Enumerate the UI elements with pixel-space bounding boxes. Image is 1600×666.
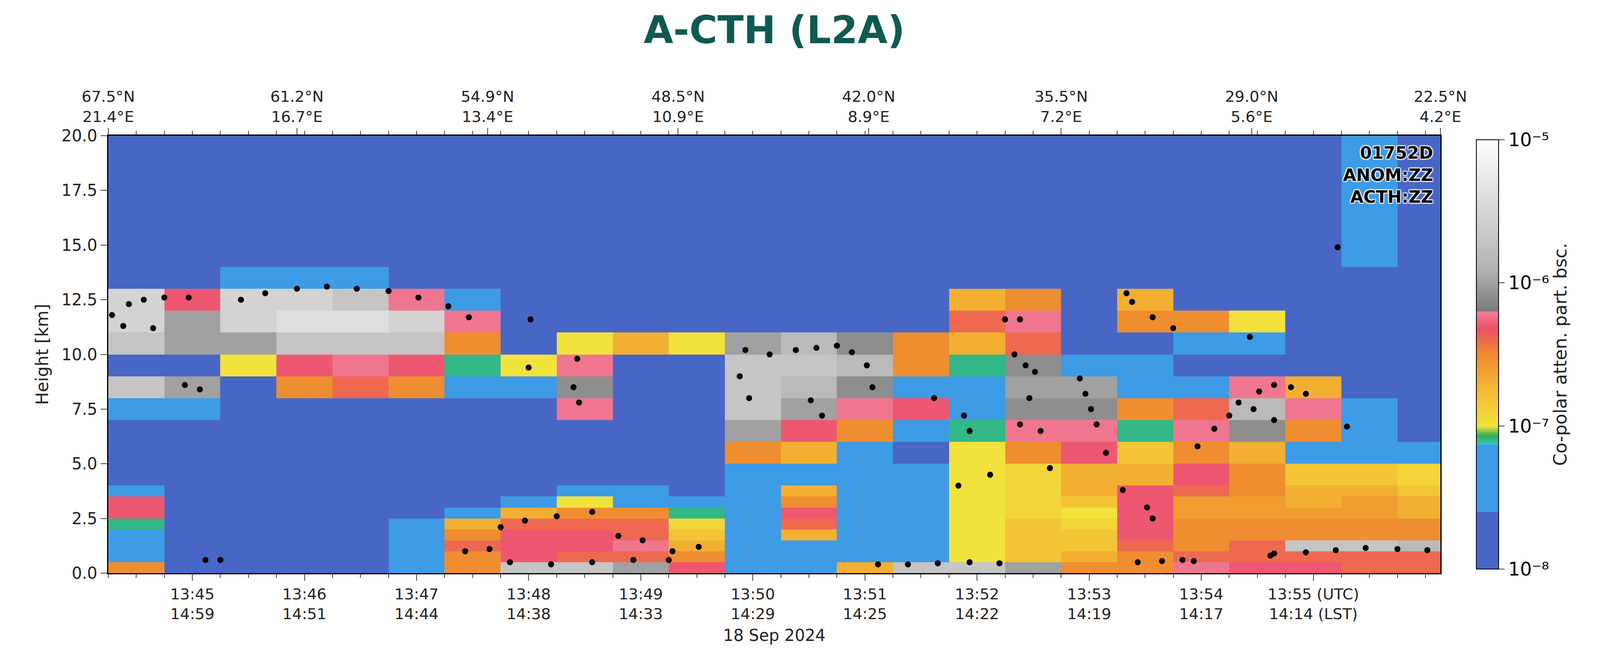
- svg-text:13:5314:19: 13:5314:19: [1067, 585, 1112, 624]
- svg-text:29.0°N5.6°E: 29.0°N5.6°E: [1225, 87, 1279, 126]
- svg-text:15.0: 15.0: [61, 235, 98, 255]
- svg-text:10⁻⁶: 10⁻⁶: [1508, 271, 1550, 294]
- svg-text:13:5114:25: 13:5114:25: [842, 585, 888, 624]
- svg-text:67.5°N21.4°E: 67.5°N21.4°E: [81, 87, 135, 126]
- svg-text:5.0: 5.0: [71, 454, 98, 474]
- svg-text:18 Sep 2024: 18 Sep 2024: [723, 626, 826, 645]
- svg-text:7.5: 7.5: [71, 400, 98, 419]
- svg-text:42.0°N8.9°E: 42.0°N8.9°E: [842, 87, 896, 126]
- svg-text:10⁻⁵: 10⁻⁵: [1508, 128, 1550, 151]
- svg-text:20.0: 20.0: [61, 126, 98, 146]
- svg-text:13:5414:17: 13:5414:17: [1178, 585, 1224, 624]
- svg-text:Co-polar atten. part. bsc.: Co-polar atten. part. bsc.: [1549, 242, 1571, 466]
- svg-text:0.0: 0.0: [71, 564, 98, 583]
- svg-text:10⁻⁸: 10⁻⁸: [1508, 558, 1550, 581]
- svg-text:54.9°N13.4°E: 54.9°N13.4°E: [461, 87, 515, 126]
- svg-text:35.5°N7.2°E: 35.5°N7.2°E: [1034, 87, 1088, 126]
- svg-text:10⁻⁷: 10⁻⁷: [1508, 415, 1550, 438]
- svg-text:10.0: 10.0: [61, 345, 98, 365]
- svg-text:12.5: 12.5: [61, 290, 98, 310]
- svg-text:48.5°N10.9°E: 48.5°N10.9°E: [651, 87, 705, 126]
- svg-text:13:55 (UTC)14:14 (LST): 13:55 (UTC)14:14 (LST): [1267, 585, 1360, 624]
- svg-text:2.5: 2.5: [71, 509, 98, 529]
- svg-text:13:4514:59: 13:4514:59: [170, 585, 215, 624]
- svg-text:22.5°N4.2°E: 22.5°N4.2°E: [1413, 87, 1468, 126]
- svg-text:13:4814:38: 13:4814:38: [506, 585, 552, 624]
- svg-text:01752DANOM:ZZACTH:ZZ: 01752DANOM:ZZACTH:ZZ: [1343, 143, 1434, 207]
- svg-text:13:5214:22: 13:5214:22: [954, 585, 1000, 624]
- svg-text:Height [km]: Height [km]: [32, 303, 53, 405]
- svg-text:13:4614:51: 13:4614:51: [282, 585, 327, 624]
- svg-text:13:4714:44: 13:4714:44: [394, 585, 439, 624]
- svg-text:61.2°N16.7°E: 61.2°N16.7°E: [270, 87, 324, 126]
- svg-text:13:5014:29: 13:5014:29: [730, 585, 776, 624]
- svg-text:13:4914:33: 13:4914:33: [618, 585, 664, 624]
- svg-text:17.5: 17.5: [61, 181, 98, 200]
- svg-text:A-CTH (L2A): A-CTH (L2A): [643, 7, 906, 53]
